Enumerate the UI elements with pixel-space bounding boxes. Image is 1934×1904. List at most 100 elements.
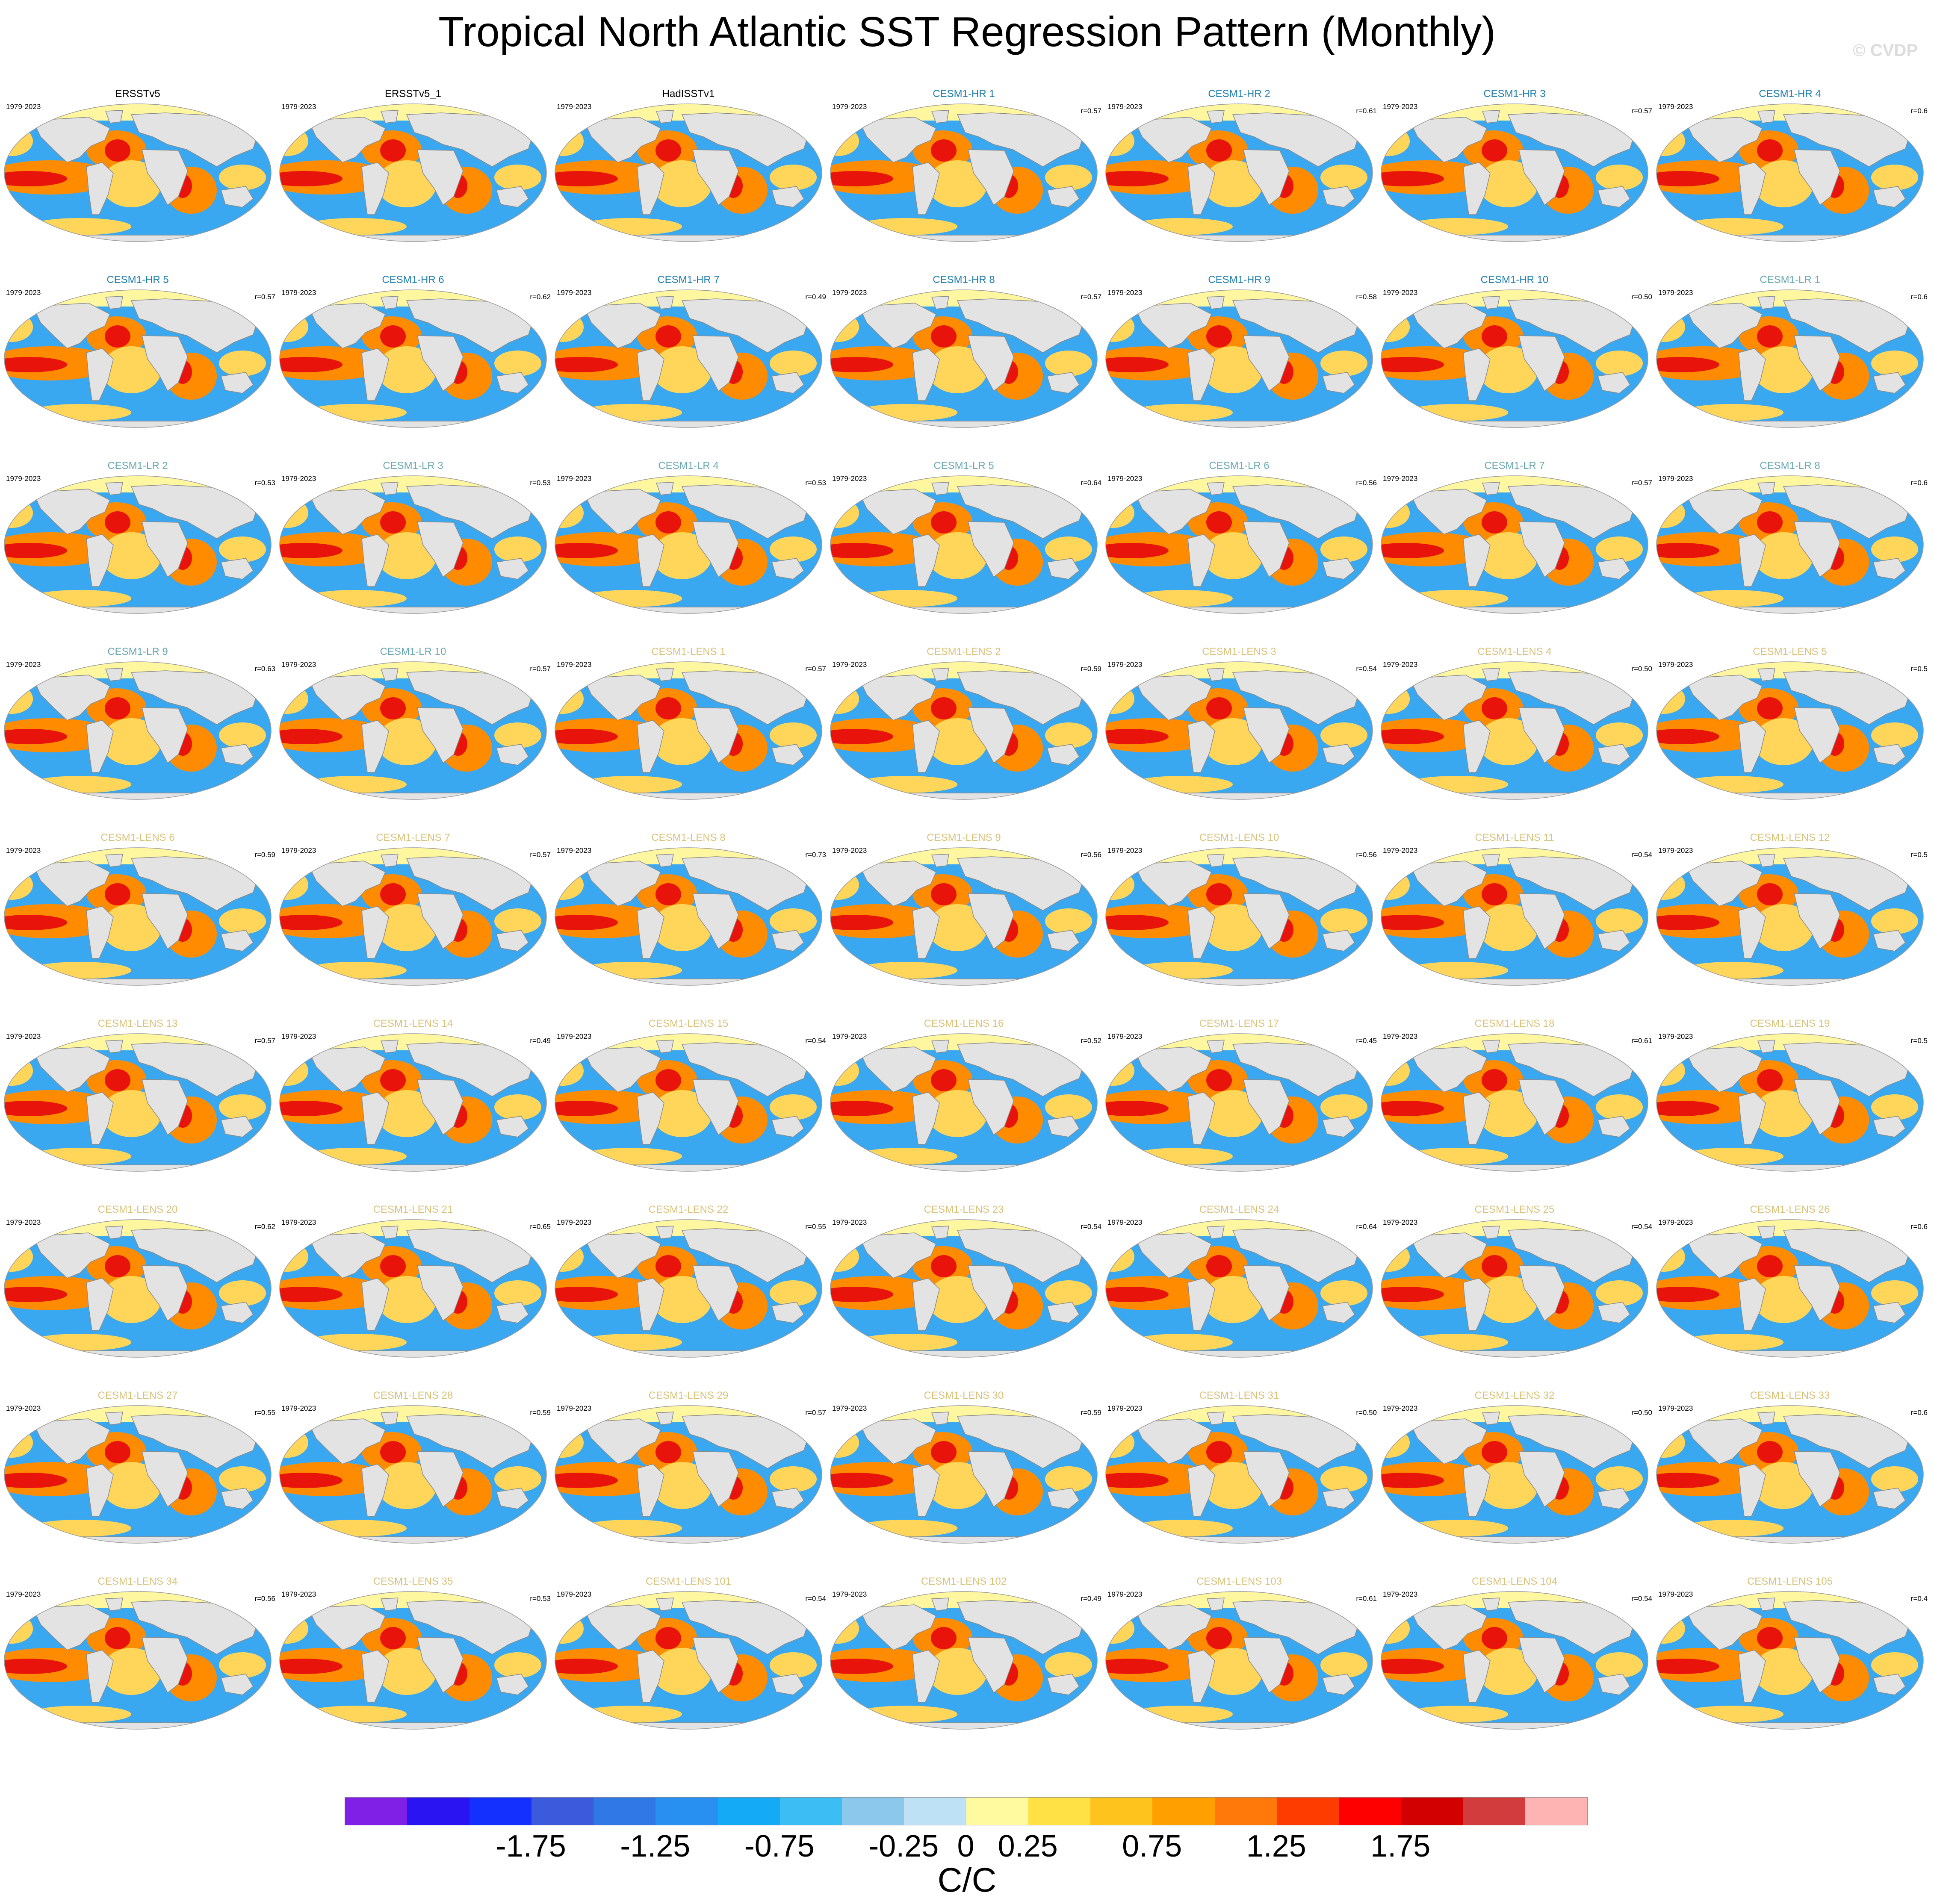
- panel-title: CESM1-LENS 3: [1202, 646, 1276, 657]
- global-sst-map: [1105, 847, 1373, 986]
- panel-period: 1979-2023: [6, 103, 41, 111]
- colorbar-swatch: [1339, 1798, 1401, 1825]
- map-panel: CESM1-LENS 1 1979-2023 r=0.57: [551, 644, 826, 830]
- panel-title: CESM1-LENS 27: [97, 1390, 178, 1401]
- global-sst-map: [1381, 1405, 1648, 1544]
- panel-pattern-correlation: r=0.62: [254, 1223, 275, 1231]
- map-panel: CESM1-LENS 23 1979-2023 r=0.54: [826, 1202, 1101, 1388]
- panel-pattern-correlation: r=0.63: [254, 665, 275, 673]
- panel-pattern-correlation: r=0.59: [1081, 1409, 1101, 1417]
- map-panel: CESM1-HR 6 1979-2023 r=0.62: [275, 272, 551, 458]
- panel-period: 1979-2023: [1107, 289, 1143, 297]
- map-panel: CESM1-LENS 2 1979-2023 r=0.59: [826, 644, 1101, 830]
- panel-title: CESM1-LENS 28: [373, 1390, 453, 1401]
- panel-title: HadISSTv1: [662, 88, 715, 100]
- map-panel: CESM1-LR 3 1979-2023 r=0.53: [275, 458, 551, 644]
- panel-pattern-correlation: r=0.6: [1910, 1409, 1928, 1417]
- panel-pattern-correlation: r=0.56: [1356, 479, 1377, 487]
- map-panel: CESM1-LENS 24 1979-2023 r=0.64: [1101, 1202, 1377, 1388]
- map-panel: CESM1-LENS 9 1979-2023 r=0.56: [826, 830, 1101, 1016]
- panel-title: CESM1-LENS 4: [1477, 646, 1552, 657]
- panel-period: 1979-2023: [557, 1590, 592, 1598]
- colorbar-swatch: [780, 1798, 842, 1825]
- panel-period: 1979-2023: [6, 660, 41, 669]
- panel-title: CESM1-LR 1: [1760, 274, 1820, 286]
- panel-period: 1979-2023: [557, 846, 592, 855]
- map-panel: CESM1-LENS 103 1979-2023 r=0.61: [1101, 1574, 1377, 1760]
- panel-period: 1979-2023: [6, 1404, 41, 1412]
- map-panel: CESM1-LR 4 1979-2023 r=0.53: [551, 458, 826, 644]
- panel-period: 1979-2023: [1383, 1590, 1418, 1598]
- global-sst-map: [279, 475, 547, 614]
- panel-title: CESM1-LENS 33: [1750, 1390, 1830, 1401]
- panel-period: 1979-2023: [1107, 1404, 1143, 1412]
- panel-title: CESM1-LENS 24: [1199, 1204, 1279, 1215]
- panel-title: ERSSTv5: [115, 88, 160, 100]
- global-sst-map: [4, 661, 272, 800]
- panel-pattern-correlation: r=0.6: [1910, 107, 1928, 115]
- global-sst-map: [1381, 475, 1648, 614]
- panel-period: 1979-2023: [6, 475, 41, 483]
- panel-period: 1979-2023: [281, 1032, 316, 1040]
- panel-period: 1979-2023: [1383, 1218, 1418, 1226]
- map-panel: CESM1-LR 1 1979-2023 r=0.6: [1652, 272, 1928, 458]
- colorbar-tick-label: -1.75: [496, 1829, 566, 1863]
- panel-title: ERSSTv5_1: [384, 88, 442, 100]
- global-sst-map: [1105, 1591, 1373, 1730]
- global-sst-map: [830, 1219, 1098, 1358]
- panel-pattern-correlation: r=0.57: [530, 665, 551, 673]
- map-panel: CESM1-LENS 15 1979-2023 r=0.54: [551, 1016, 826, 1202]
- panel-period: 1979-2023: [1383, 1032, 1418, 1040]
- panel-pattern-correlation: r=0.6: [1910, 1223, 1928, 1231]
- global-sst-map: [4, 103, 272, 242]
- panel-title: CESM1-LENS 17: [1199, 1018, 1279, 1029]
- panel-period: 1979-2023: [1658, 1032, 1693, 1040]
- global-sst-map: [4, 1033, 272, 1172]
- global-sst-map: [1381, 661, 1648, 800]
- panel-period: 1979-2023: [1107, 660, 1143, 669]
- panel-period: 1979-2023: [1107, 1032, 1143, 1040]
- panel-title: CESM1-LENS 105: [1747, 1576, 1833, 1587]
- panel-pattern-correlation: r=0.6: [1910, 293, 1928, 301]
- panel-title: CESM1-LENS 20: [97, 1204, 178, 1215]
- panel-title: CESM1-LENS 12: [1750, 832, 1830, 843]
- panel-title: CESM1-LENS 8: [651, 832, 726, 843]
- map-panel: CESM1-LENS 8 1979-2023 r=0.73: [551, 830, 826, 1016]
- global-sst-map: [4, 1405, 272, 1544]
- panel-pattern-correlation: r=0.53: [805, 479, 826, 487]
- panel-pattern-correlation: r=0.54: [805, 1595, 826, 1603]
- global-sst-map: [279, 847, 547, 986]
- panel-period: 1979-2023: [1383, 660, 1418, 669]
- map-panel: CESM1-LENS 25 1979-2023 r=0.54: [1377, 1202, 1652, 1388]
- global-sst-map: [1105, 475, 1373, 614]
- panel-period: 1979-2023: [832, 289, 867, 297]
- map-panel: CESM1-LR 10 1979-2023 r=0.57: [275, 644, 551, 830]
- panel-title: CESM1-LENS 30: [924, 1390, 1004, 1401]
- panel-pattern-correlation: r=0.57: [805, 665, 826, 673]
- panel-title: CESM1-LENS 6: [100, 832, 175, 843]
- map-panel: CESM1-LENS 19 1979-2023 r=0.5: [1652, 1016, 1928, 1202]
- panel-title: CESM1-LENS 11: [1475, 832, 1554, 843]
- panel-period: 1979-2023: [1658, 103, 1693, 111]
- panel-pattern-correlation: r=0.4: [1910, 1595, 1928, 1603]
- panel-period: 1979-2023: [832, 1404, 867, 1412]
- global-sst-map: [555, 661, 822, 800]
- cvdp-credit: © CVDP: [1853, 41, 1918, 60]
- colorbar-swatch: [1463, 1798, 1525, 1825]
- panel-period: 1979-2023: [6, 1590, 41, 1598]
- global-sst-map: [555, 475, 822, 614]
- panel-pattern-correlation: r=0.57: [805, 1409, 826, 1417]
- figure-title: Tropical North Atlantic SST Regression P…: [438, 8, 1496, 55]
- global-sst-map: [1656, 1219, 1924, 1358]
- panel-title: CESM1-LENS 2: [927, 646, 1001, 657]
- map-panel: CESM1-LENS 27 1979-2023 r=0.55: [0, 1388, 275, 1574]
- global-sst-map: [830, 1591, 1098, 1730]
- global-sst-map: [1381, 1591, 1648, 1730]
- panel-pattern-correlation: r=0.54: [1631, 851, 1652, 859]
- panel-period: 1979-2023: [1383, 846, 1418, 855]
- panel-pattern-correlation: r=0.57: [1631, 479, 1652, 487]
- panel-title: CESM1-LR 7: [1484, 460, 1545, 472]
- colorbar-swatch: [1276, 1798, 1339, 1825]
- global-sst-map: [830, 1033, 1098, 1172]
- map-panel: CESM1-HR 10 1979-2023 r=0.50: [1377, 272, 1652, 458]
